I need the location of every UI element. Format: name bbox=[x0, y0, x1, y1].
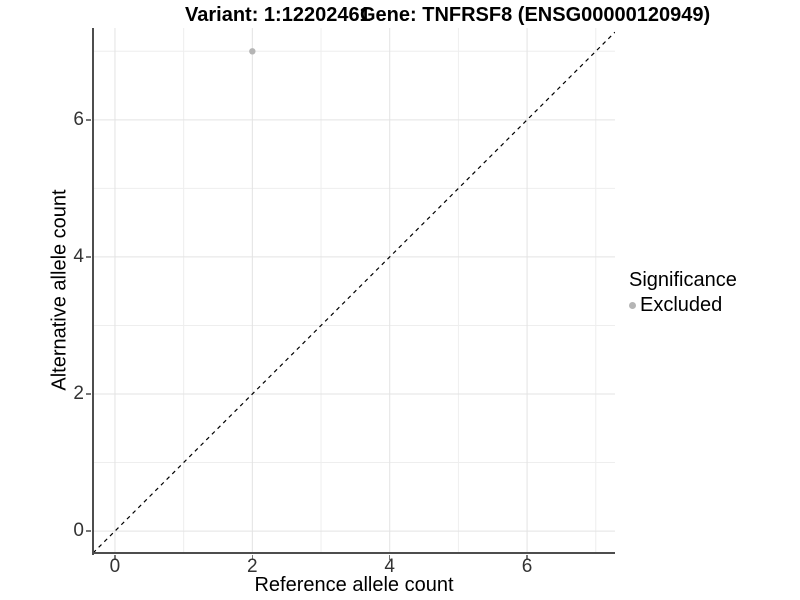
y-axis-title: Alternative allele count bbox=[48, 189, 71, 391]
x-tick-mark bbox=[251, 555, 254, 560]
variant-title: Variant: 1:12202461 bbox=[185, 4, 371, 26]
y-tick-mark bbox=[86, 119, 91, 121]
x-axis-line bbox=[92, 552, 615, 554]
y-tick-mark bbox=[86, 256, 91, 258]
legend-item-label: Excluded bbox=[640, 294, 723, 316]
data-point bbox=[249, 48, 256, 55]
y-tick-label: 4 bbox=[73, 245, 84, 267]
scatter-plot-canvas bbox=[92, 28, 616, 554]
x-tick-label: 2 bbox=[247, 556, 258, 577]
legend: Significance Excluded bbox=[629, 269, 737, 316]
x-tick-label: 0 bbox=[109, 556, 121, 577]
y-tick-mark bbox=[86, 393, 91, 395]
y-tick-label: 2 bbox=[73, 382, 84, 404]
x-tick-mark bbox=[388, 555, 391, 560]
x-tick-label: 6 bbox=[521, 556, 533, 577]
y-tick-label: 0 bbox=[73, 520, 84, 542]
identity-dashed-line bbox=[92, 31, 616, 554]
y-tick-label: 6 bbox=[73, 108, 84, 130]
plot-panel bbox=[92, 28, 616, 554]
y-tick-mark bbox=[86, 530, 91, 532]
legend-item-excluded: Excluded bbox=[629, 294, 737, 316]
y-axis-line bbox=[92, 28, 94, 555]
x-tick-mark bbox=[114, 555, 116, 560]
x-tick-mark bbox=[526, 555, 528, 560]
legend-title: Significance bbox=[629, 269, 737, 291]
x-axis-title: Reference allele count bbox=[254, 574, 454, 596]
gene-title: Gene: TNFRSF8 (ENSG00000120949) bbox=[360, 4, 711, 26]
x-tick-label: 4 bbox=[384, 556, 395, 577]
excluded-point-icon bbox=[629, 301, 636, 309]
